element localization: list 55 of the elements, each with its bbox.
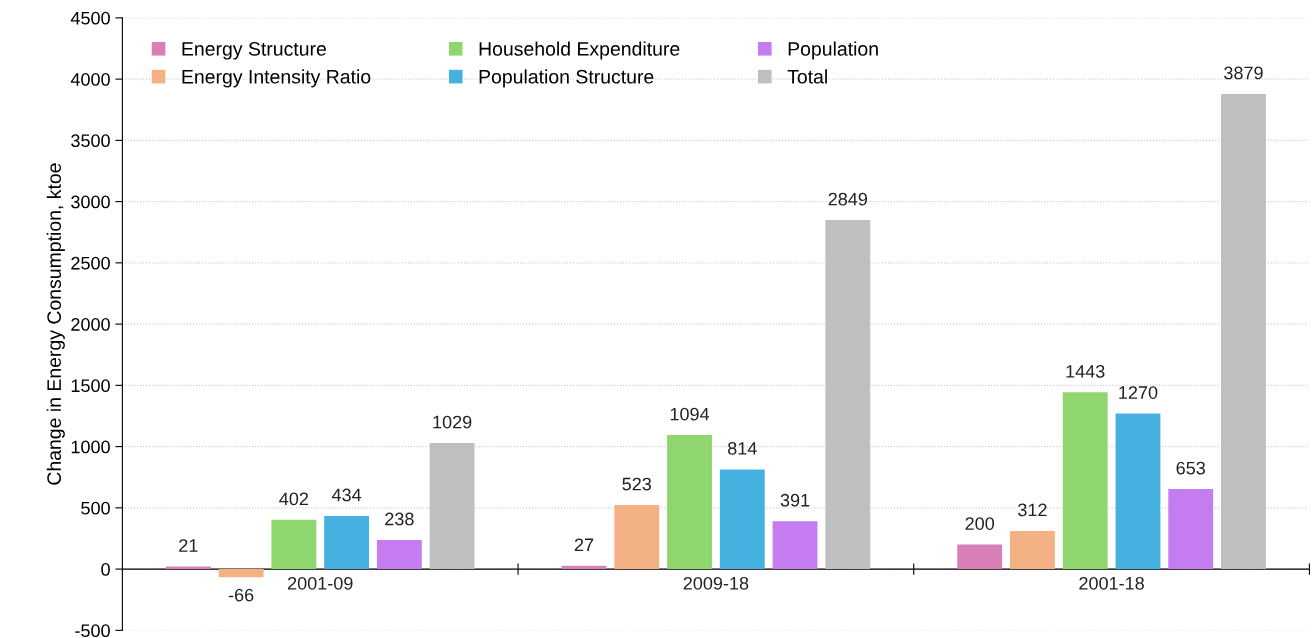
data-label: 1270 <box>1119 386 1158 399</box>
legend-label: Energy Structure <box>182 42 326 60</box>
y-tick-label: 3000 <box>71 195 110 209</box>
bar <box>667 435 712 570</box>
data-label: 434 <box>331 488 362 502</box>
bar <box>1062 392 1108 570</box>
y-tick-label: 4000 <box>70 73 110 86</box>
bar <box>1010 530 1055 570</box>
bar <box>772 521 818 570</box>
data-label: 21 <box>179 539 198 552</box>
bar <box>614 505 660 570</box>
y-tick-label: -500 <box>75 624 110 638</box>
legend-label: Total <box>787 69 827 84</box>
bar <box>218 569 264 578</box>
y-axis-title: Change in Energy Consumption, ktoe <box>46 163 65 485</box>
legend-label: Population Structure <box>479 69 654 88</box>
y-tick-label: 2500 <box>71 256 110 270</box>
bar <box>429 443 475 570</box>
legend-label: Population <box>788 41 878 60</box>
data-label: 391 <box>780 493 810 507</box>
data-label: 2849 <box>828 192 868 206</box>
data-label: 200 <box>965 517 995 530</box>
y-tick-label: 1000 <box>71 440 110 454</box>
x-tick-label: 2001-18 <box>1079 576 1144 590</box>
data-label: 402 <box>279 492 309 506</box>
bar <box>1115 413 1161 570</box>
x-tick-label: 2001-09 <box>288 576 353 590</box>
data-label: 3879 <box>1224 66 1263 80</box>
bar <box>957 544 1003 570</box>
data-label: 238 <box>385 512 414 526</box>
y-tick-label: 2000 <box>71 318 110 331</box>
data-label: 1094 <box>670 407 710 421</box>
bar <box>1221 93 1266 570</box>
bar <box>271 519 317 570</box>
data-label: 653 <box>1176 461 1205 475</box>
bar <box>825 220 871 570</box>
bar <box>1168 489 1214 570</box>
y-tick-label: 4500 <box>70 11 110 25</box>
data-label: 1443 <box>1066 364 1105 378</box>
bar <box>376 539 422 570</box>
bar <box>324 515 370 570</box>
y-tick-label: 3500 <box>71 134 110 148</box>
y-tick-label: 0 <box>101 563 110 576</box>
y-tick-label: 500 <box>81 501 110 515</box>
data-label: 312 <box>1018 503 1047 517</box>
data-label: -66 <box>228 588 254 602</box>
data-label: 814 <box>728 442 757 455</box>
data-label: 523 <box>622 477 652 491</box>
legend-label: Household Expenditure <box>479 41 680 60</box>
data-label: 1029 <box>433 415 472 429</box>
data-label: 27 <box>574 538 594 552</box>
x-tick-label: 2009-18 <box>683 576 749 590</box>
legend-label: Energy Intensity Ratio <box>182 69 371 88</box>
bar <box>719 469 765 570</box>
y-tick-label: 1500 <box>71 379 110 393</box>
